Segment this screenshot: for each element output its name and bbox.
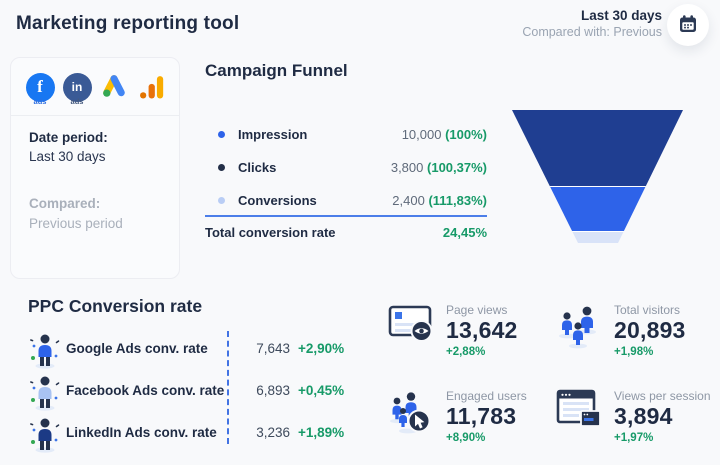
metric-delta: +1,97%: [614, 432, 654, 445]
ppc-value: 7,643: [256, 341, 290, 356]
date-filter-summary: Last 30 days Compared with: Previous: [522, 8, 662, 39]
metric-delta: +1,98%: [614, 346, 654, 359]
compared-with-text: Compared with: Previous: [522, 25, 662, 39]
ppc-row-google: Google Ads conv. rate 7,643 +2,90%: [28, 329, 358, 371]
total-divider: [205, 215, 487, 217]
legend-row-impression: Impression 10,000 (100%): [205, 118, 487, 151]
ppc-delta: +0,45%: [298, 383, 345, 398]
legend-label: Impression: [238, 127, 308, 142]
metric-label: Engaged users: [446, 389, 527, 403]
campaign-funnel-title: Campaign Funnel: [205, 61, 348, 80]
metric-delta: +8,90%: [446, 432, 486, 445]
legend-value: 10,000 (100%): [401, 127, 487, 142]
funnel-segment-clicks: [512, 186, 683, 231]
metric-label: Views per session: [614, 389, 711, 403]
metric-label: Page views: [446, 303, 508, 317]
google-analytics-icon[interactable]: [136, 74, 166, 104]
ppc-delta: +2,90%: [298, 341, 345, 356]
ppc-row-linkedin: LinkedIn Ads conv. rate 3,236 +1,89%: [28, 413, 358, 455]
views-per-session-icon: [556, 389, 602, 436]
legend-label: Clicks: [238, 160, 277, 175]
metric-page-views: Page views 13,642 +2,88%: [388, 303, 518, 358]
funnel-segment-impression: [512, 110, 683, 186]
clicks-dot: [218, 164, 225, 171]
google-ads-icon[interactable]: [99, 73, 129, 104]
metric-delta: +2,88%: [446, 346, 486, 359]
metric-views-per-session: Views per session 3,894 +1,97%: [556, 389, 711, 444]
date-period-value: Last 30 days: [29, 149, 106, 164]
legend-label: Conversions: [238, 193, 317, 208]
engaged-users-icon: [388, 389, 434, 440]
date-period-label: Date period:: [29, 130, 108, 145]
ppc-row-facebook: Facebook Ads conv. rate 6,893 +0,45%: [28, 371, 358, 413]
metric-total-visitors: Total visitors 20,893 +1,98%: [556, 303, 686, 358]
compared-value: Previous period: [29, 216, 123, 231]
ppc-label: LinkedIn Ads conv. rate: [66, 425, 217, 440]
ppc-label: Google Ads conv. rate: [66, 341, 208, 356]
page-title: Marketing reporting tool: [16, 13, 240, 34]
date-range-text: Last 30 days: [580, 8, 662, 23]
metric-text: Total visitors 20,893 +1,98%: [614, 303, 686, 358]
ppc-dashed-divider: [227, 331, 229, 444]
impression-dot: [218, 131, 225, 138]
metric-value: 3,894: [614, 403, 673, 429]
metric-value: 11,783: [446, 403, 517, 429]
metric-text: Page views 13,642 +2,88%: [446, 303, 518, 358]
total-conversion-label: Total conversion rate: [205, 225, 336, 240]
legend-row-clicks: Clicks 3,800 (100,37%): [205, 151, 487, 184]
metric-value: 13,642: [446, 317, 518, 343]
facebook-ads-icon[interactable]: f ads: [25, 72, 55, 106]
total-conversion-value: 24,45%: [442, 225, 487, 240]
compared-label: Compared:: [29, 196, 101, 211]
linkedin-ads-badge: ads: [70, 96, 84, 106]
linkedin-ads-icon[interactable]: in ads: [62, 72, 92, 106]
conversions-dot: [218, 197, 225, 204]
metric-engaged-users: Engaged users 11,783 +8,90%: [388, 389, 527, 444]
funnel-legend: Impression 10,000 (100%) Clicks 3,800 (1…: [205, 118, 487, 217]
total-visitors-icon: [556, 303, 602, 354]
ppc-value: 3,236: [256, 425, 290, 440]
ppc-value: 6,893: [256, 383, 290, 398]
metric-label: Total visitors: [614, 303, 681, 317]
metric-text: Views per session 3,894 +1,97%: [614, 389, 711, 444]
ppc-section-title: PPC Conversion rate: [28, 296, 203, 316]
person-icon: [28, 415, 62, 458]
total-conversion-row: Total conversion rate 24,45%: [205, 225, 487, 240]
metric-text: Engaged users 11,783 +8,90%: [446, 389, 527, 444]
data-sources-card: f ads in ads Date period: Last 30 days C…: [10, 57, 180, 279]
legend-value: 3,800 (100,37%): [390, 160, 487, 175]
calendar-button[interactable]: [667, 4, 709, 46]
person-icon: [28, 331, 62, 374]
ppc-label: Facebook Ads conv. rate: [66, 383, 225, 398]
metric-value: 20,893: [614, 317, 686, 343]
facebook-ads-badge: ads: [33, 96, 47, 106]
page-views-icon: [388, 303, 434, 348]
calendar-icon: [678, 14, 698, 37]
legend-row-conversions: Conversions 2,400 (111,83%): [205, 184, 487, 217]
legend-value: 2,400 (111,83%): [392, 193, 487, 208]
card-divider: [11, 115, 179, 116]
source-icons-row: f ads in ads: [11, 58, 179, 115]
person-icon: [28, 373, 62, 416]
funnel-chart: [512, 110, 683, 243]
funnel-segment-conversions: [512, 231, 683, 243]
ppc-delta: +1,89%: [298, 425, 345, 440]
